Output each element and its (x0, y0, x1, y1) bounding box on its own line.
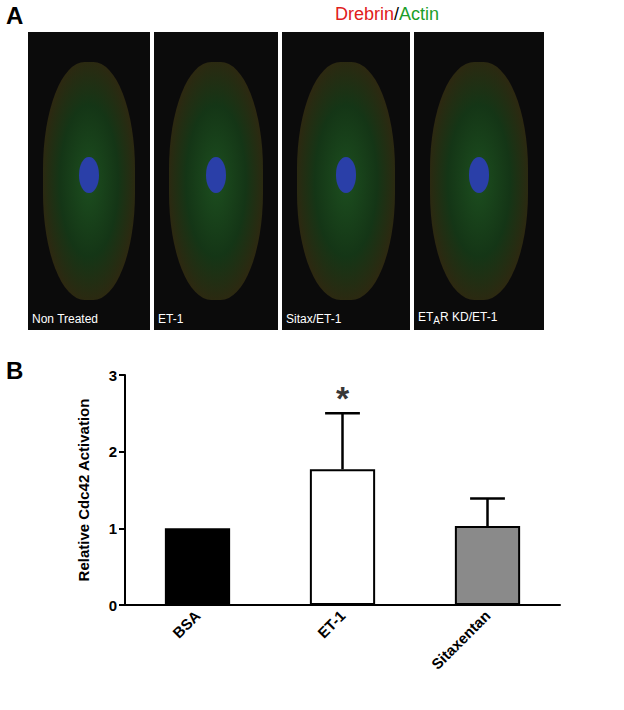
html-text:Non Treated: Non Treated (32, 312, 98, 326)
svg-text:3: 3 (109, 367, 117, 384)
html-text:ETAR KD/ET-1: ETAR KD/ET-1 (418, 309, 498, 326)
svg-text:ET-1: ET-1 (314, 607, 348, 641)
svg-text:2: 2 (109, 443, 117, 460)
svg-text:0: 0 (109, 597, 117, 614)
html-text:Drebrin / Actin: Drebrin / Actin (335, 4, 439, 24)
svg-text:1: 1 (109, 520, 117, 537)
svg-text:BSA: BSA (169, 607, 204, 642)
svg-text:Sitaxentan: Sitaxentan (428, 607, 494, 673)
html-text:ET-1: ET-1 (158, 312, 184, 326)
svg-text:Relative Cdc42 Activation: Relative Cdc42 Activation (75, 399, 92, 582)
html-text:B: B (6, 357, 24, 384)
html-text:A: A (6, 2, 24, 29)
svg-text:*: * (336, 379, 350, 417)
html-text:Sitax/ET-1: Sitax/ET-1 (286, 312, 342, 326)
